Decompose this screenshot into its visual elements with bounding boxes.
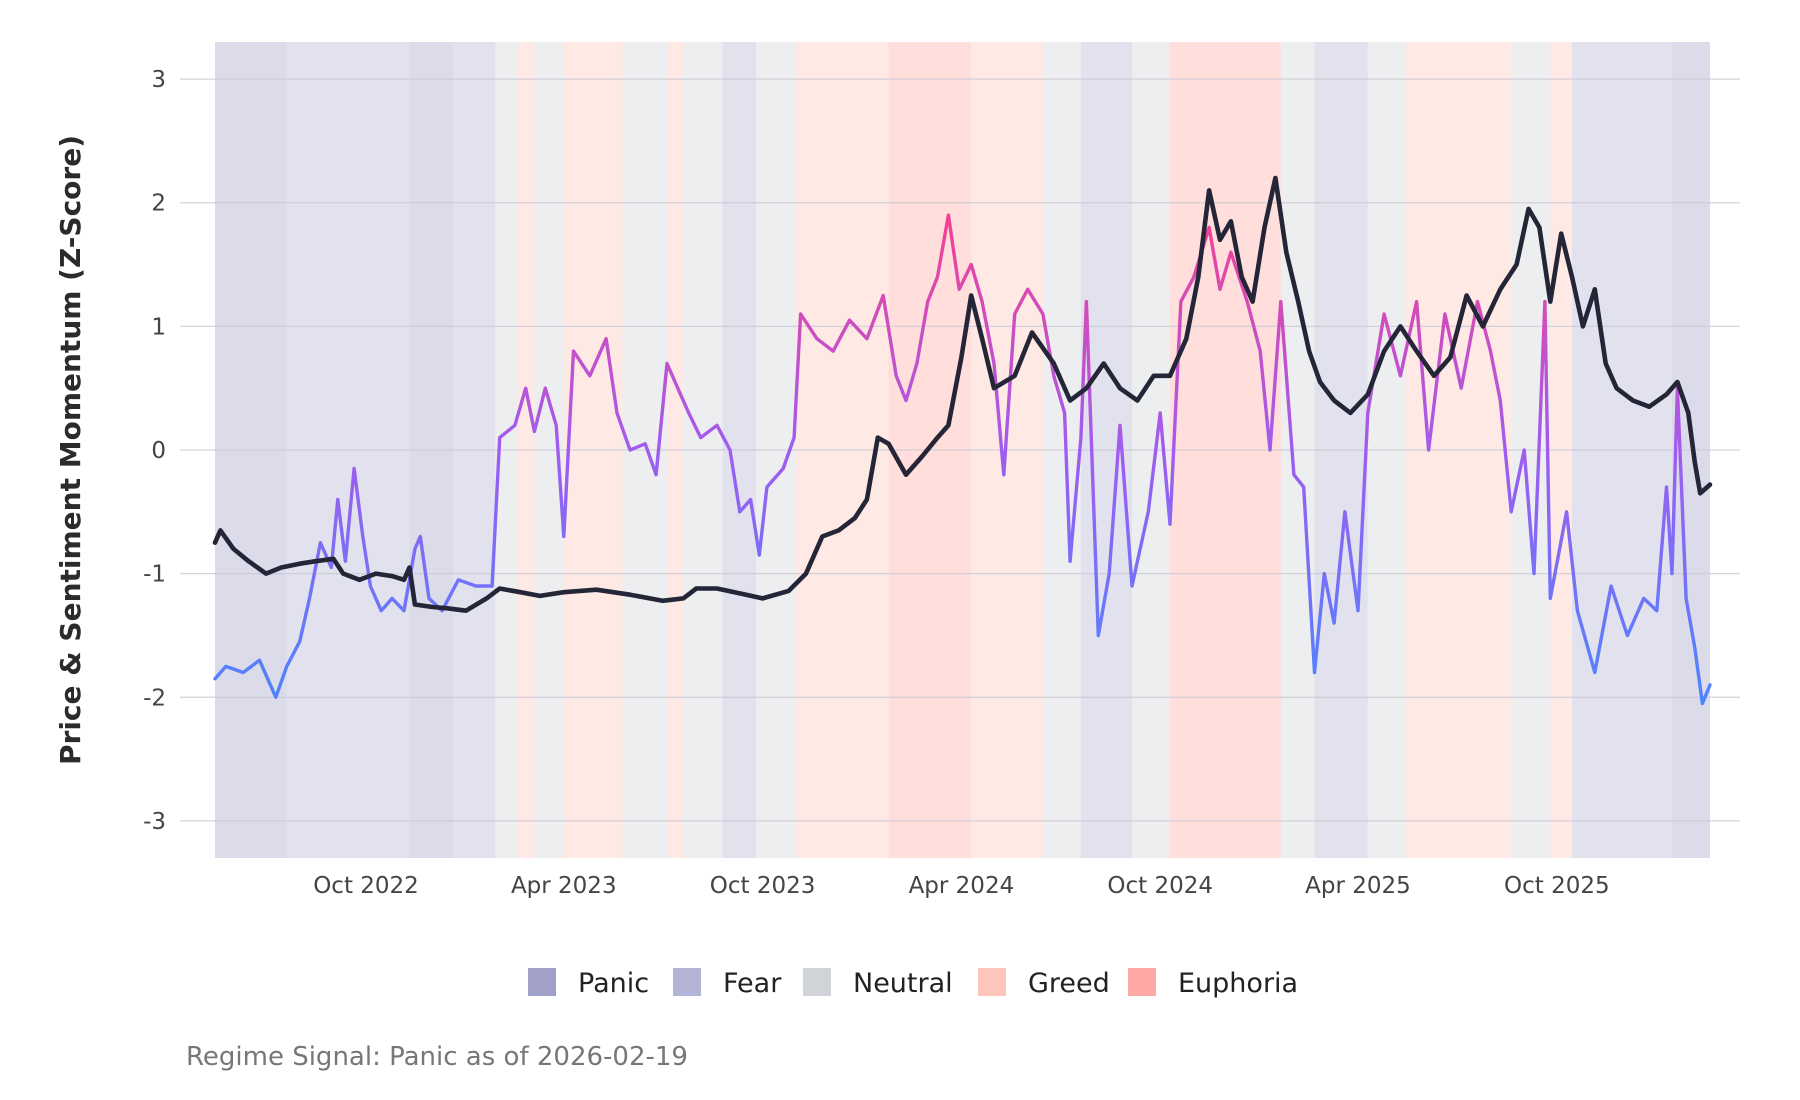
sentiment-line xyxy=(213,213,1712,706)
x-tick-label: Apr 2025 xyxy=(1305,873,1411,899)
x-tick-labels: Oct 2022 Apr 2023 Oct 2023 Apr 2024 Oct 2024… xyxy=(313,873,1609,899)
legend-swatch-neutral xyxy=(803,968,831,996)
price-line xyxy=(212,175,1713,614)
y-tick-label: 3 xyxy=(151,67,166,93)
y-tick-label: -1 xyxy=(143,562,166,588)
x-tick-label: Oct 2023 xyxy=(710,873,816,899)
y-tick-label: -2 xyxy=(143,685,166,711)
legend-label-euphoria: Euphoria xyxy=(1178,968,1298,999)
x-tick-label: Apr 2023 xyxy=(511,873,617,899)
legend-swatch-panic xyxy=(528,968,556,996)
x-tick-label: Oct 2022 xyxy=(313,873,419,899)
legend-label-neutral: Neutral xyxy=(853,968,953,999)
legend-swatch-fear xyxy=(673,968,701,996)
grid-lines xyxy=(180,78,1740,822)
legend-swatch-greed xyxy=(978,968,1006,996)
x-tick-label: Oct 2025 xyxy=(1504,873,1610,899)
legend: Panic Fear Neutral Greed Euphoria xyxy=(528,968,1298,999)
y-tick-label: 2 xyxy=(151,191,166,217)
legend-swatch-euphoria xyxy=(1128,968,1156,996)
caption-text: Regime Signal: Panic as of 2026-02-19 xyxy=(186,1042,688,1072)
y-tick-labels: -3 -2 -1 0 1 2 3 xyxy=(143,67,166,835)
legend-label-panic: Panic xyxy=(578,968,649,999)
y-tick-label: 1 xyxy=(151,314,166,340)
legend-label-greed: Greed xyxy=(1028,968,1110,999)
x-tick-label: Apr 2024 xyxy=(909,873,1015,899)
y-axis-title: Price & Sentiment Momentum (Z-Score) xyxy=(54,135,87,765)
series-lines xyxy=(212,175,1713,706)
x-tick-label: Oct 2024 xyxy=(1107,873,1213,899)
legend-label-fear: Fear xyxy=(723,968,782,999)
y-tick-label: 0 xyxy=(151,438,166,464)
y-tick-label: -3 xyxy=(143,809,166,835)
